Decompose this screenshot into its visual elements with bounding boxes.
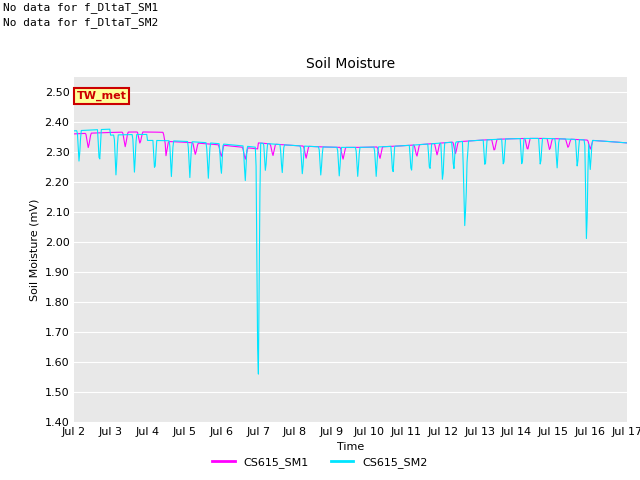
X-axis label: Time: Time bbox=[337, 442, 364, 452]
Text: TW_met: TW_met bbox=[77, 91, 127, 101]
Y-axis label: Soil Moisture (mV): Soil Moisture (mV) bbox=[29, 198, 39, 301]
Text: No data for f_DltaT_SM2: No data for f_DltaT_SM2 bbox=[3, 17, 159, 28]
Text: No data for f_DltaT_SM1: No data for f_DltaT_SM1 bbox=[3, 2, 159, 13]
Title: Soil Moisture: Soil Moisture bbox=[306, 58, 395, 72]
Legend: CS615_SM1, CS615_SM2: CS615_SM1, CS615_SM2 bbox=[208, 452, 432, 472]
